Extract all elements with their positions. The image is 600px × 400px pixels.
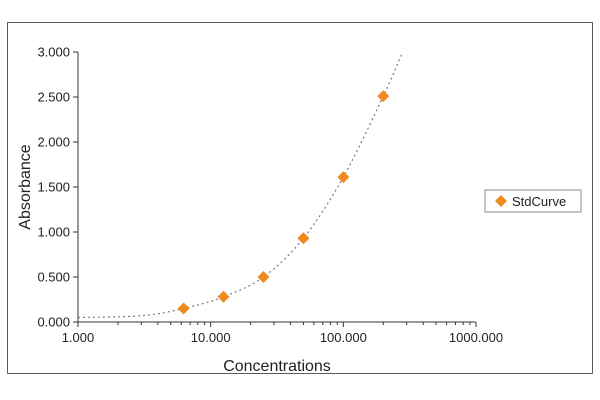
y-tick-label: 3.000 [37, 45, 70, 60]
x-axis-title: Concentrations [223, 358, 331, 375]
legend-box [484, 189, 582, 213]
x-tick-label: 10.000 [191, 330, 231, 345]
data-point [217, 290, 230, 303]
data-point [177, 302, 190, 315]
legend-label: StdCurve [512, 194, 566, 209]
data-point [257, 271, 270, 283]
legend-marker-diamond [495, 195, 507, 207]
y-tick-label: 1.500 [37, 180, 70, 195]
fit-curve-line [77, 51, 404, 319]
x-tick-label: 1.000 [62, 330, 95, 345]
fit-curve-layer [77, 51, 404, 319]
y-axis-title: Absorbance [17, 144, 34, 229]
y-tick-label: 2.500 [37, 90, 70, 105]
axes: 0.000 0.500 1.000 1.500 2.000 2.500 3.000 1.000… [37, 45, 503, 346]
data-point [297, 232, 310, 245]
y-tick-label: 0.000 [37, 315, 70, 330]
x-tick-label: 1000.000 [449, 330, 503, 345]
chart-frame: 0.000 0.500 1.000 1.500 2.000 2.500 3.000 1.000… [7, 22, 593, 375]
data-point [377, 90, 390, 103]
y-tick-label: 1.000 [37, 225, 70, 240]
y-tick-label: 0.500 [37, 270, 70, 285]
data-points-layer [177, 90, 390, 315]
data-point [337, 171, 350, 184]
legend: StdCurve [484, 189, 582, 213]
y-tick-label: 2.000 [37, 135, 70, 150]
x-tick-label: 100.000 [320, 330, 367, 345]
std-curve-chart: 0.000 0.500 1.000 1.500 2.000 2.500 3.000 1.000… [17, 45, 582, 375]
